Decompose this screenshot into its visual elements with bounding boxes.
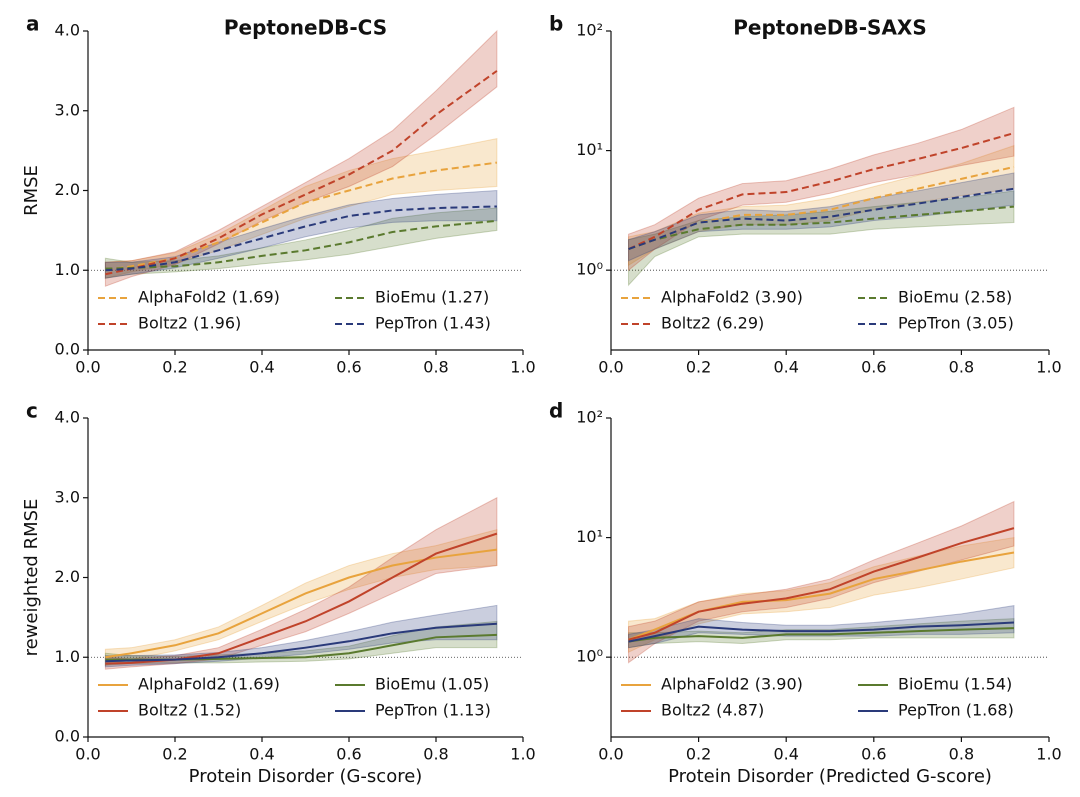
series-line bbox=[105, 622, 497, 663]
legend-label: PepTron (1.68) bbox=[898, 701, 1014, 720]
series-line bbox=[628, 527, 1015, 641]
x-tick-label: 1.0 bbox=[1036, 745, 1061, 764]
y-tick-label: 3.0 bbox=[55, 100, 80, 119]
legend-label: Boltz2 (6.29) bbox=[661, 314, 764, 333]
y-axis-label: reweighted RMSE bbox=[21, 499, 42, 657]
x-tick-label: 1.0 bbox=[510, 745, 535, 764]
chart-title: PeptoneDB-SAXS bbox=[733, 16, 927, 40]
y-tick-label: 4.0 bbox=[55, 21, 80, 40]
x-tick-label: 0.8 bbox=[423, 358, 448, 377]
x-tick-label: 0.8 bbox=[949, 745, 974, 764]
x-tick-label: 0.0 bbox=[598, 745, 623, 764]
y-tick-label: 10² bbox=[576, 21, 603, 40]
y-tick-label: 2.0 bbox=[55, 180, 80, 199]
band bbox=[104, 207, 498, 279]
series-line bbox=[628, 132, 1015, 251]
y-tick-label: 4.0 bbox=[55, 408, 80, 427]
y-tick-label: 3.0 bbox=[55, 487, 80, 506]
legend-label: PepTron (1.43) bbox=[375, 314, 491, 333]
y-tick-label: 10¹ bbox=[576, 140, 603, 159]
series-line bbox=[628, 551, 1015, 641]
x-tick-label: 0.6 bbox=[861, 358, 886, 377]
panel: 0.0 0.2 0.4 0.6 0.8 1.0 0.0 1.0 2.0 3.0 4.0 AlphaFo… bbox=[21, 399, 536, 788]
y-tick-label: 10⁰ bbox=[576, 260, 603, 279]
x-tick-label: 0.6 bbox=[336, 358, 361, 377]
band bbox=[628, 604, 1015, 649]
x-tick-label: 0.4 bbox=[773, 745, 798, 764]
x-tick-label: 0.4 bbox=[773, 358, 798, 377]
x-tick-label: 0.8 bbox=[423, 745, 448, 764]
series-line bbox=[628, 165, 1015, 251]
band bbox=[104, 189, 498, 279]
x-tick-label: 0.2 bbox=[686, 745, 711, 764]
band bbox=[628, 500, 1015, 664]
x-tick-label: 0.4 bbox=[249, 358, 274, 377]
series-line bbox=[105, 219, 497, 270]
panel-label: b bbox=[549, 12, 563, 36]
band bbox=[628, 144, 1015, 267]
panel-label: a bbox=[26, 12, 40, 36]
legend-label: AlphaFold2 (3.90) bbox=[661, 675, 803, 694]
x-tick-label: 1.0 bbox=[1036, 358, 1061, 377]
band bbox=[104, 138, 498, 279]
y-tick-label: 0.0 bbox=[55, 340, 80, 359]
series-line bbox=[105, 532, 498, 665]
band bbox=[104, 496, 498, 670]
y-tick-label: 10² bbox=[576, 408, 603, 427]
y-tick-label: 2.0 bbox=[55, 567, 80, 586]
x-axis-label: Protein Disorder (Predicted G-score) bbox=[668, 766, 992, 787]
legend-label: AlphaFold2 (3.90) bbox=[661, 288, 803, 307]
series-line bbox=[105, 205, 497, 272]
legend-label: BioEmu (1.05) bbox=[375, 675, 489, 694]
x-tick-label: 0.8 bbox=[949, 358, 974, 377]
series-line bbox=[628, 627, 1014, 643]
x-tick-label: 0.0 bbox=[75, 745, 100, 764]
y-tick-label: 0.0 bbox=[55, 727, 80, 746]
series-line bbox=[105, 70, 498, 276]
x-tick-label: 0.0 bbox=[598, 358, 623, 377]
band bbox=[104, 29, 498, 287]
x-tick-label: 0.4 bbox=[249, 745, 274, 764]
panel-label: d bbox=[549, 399, 563, 423]
band bbox=[628, 172, 1015, 262]
y-axis-label: RMSE bbox=[21, 165, 42, 216]
x-axis-label: Protein Disorder (G-score) bbox=[189, 766, 423, 787]
y-tick-label: 10⁰ bbox=[576, 647, 603, 666]
series-line bbox=[105, 548, 498, 659]
x-tick-label: 0.6 bbox=[861, 745, 886, 764]
legend-label: Boltz2 (4.87) bbox=[661, 701, 764, 720]
panel-label: c bbox=[26, 399, 38, 423]
y-tick-label: 1.0 bbox=[55, 647, 80, 666]
legend-label: AlphaFold2 (1.69) bbox=[138, 288, 280, 307]
legend-label: Boltz2 (1.52) bbox=[138, 701, 241, 720]
band bbox=[628, 106, 1015, 272]
legend-label: BioEmu (2.58) bbox=[898, 288, 1012, 307]
legend-label: AlphaFold2 (1.69) bbox=[138, 675, 280, 694]
panel: 0.0 0.2 0.4 0.6 0.8 1.0 0.0 1.0 2.0 3.0 4.0 AlphaFo… bbox=[21, 12, 536, 377]
y-tick-label: 10¹ bbox=[576, 527, 603, 546]
x-tick-label: 0.2 bbox=[686, 358, 711, 377]
panel: 0.0 0.2 0.4 0.6 0.8 1.0 10⁰ 10¹ 10² AlphaFold2 (3… bbox=[549, 12, 1062, 377]
series-line bbox=[628, 205, 1015, 251]
y-tick-label: 1.0 bbox=[55, 260, 80, 279]
x-tick-label: 1.0 bbox=[510, 358, 535, 377]
x-tick-label: 0.6 bbox=[336, 745, 361, 764]
x-tick-label: 0.2 bbox=[162, 358, 187, 377]
series-line bbox=[628, 621, 1015, 643]
legend-label: BioEmu (1.54) bbox=[898, 675, 1012, 694]
panel: 0.0 0.2 0.4 0.6 0.8 1.0 10⁰ 10¹ 10² AlphaFold2 (3… bbox=[549, 399, 1062, 788]
x-tick-label: 0.0 bbox=[75, 358, 100, 377]
x-tick-label: 0.2 bbox=[162, 745, 187, 764]
legend-label: PepTron (1.13) bbox=[375, 701, 491, 720]
legend-label: BioEmu (1.27) bbox=[375, 288, 489, 307]
legend-label: PepTron (3.05) bbox=[898, 314, 1014, 333]
legend-label: Boltz2 (1.96) bbox=[138, 314, 241, 333]
chart-title: PeptoneDB-CS bbox=[224, 16, 387, 40]
series-line bbox=[105, 161, 498, 272]
